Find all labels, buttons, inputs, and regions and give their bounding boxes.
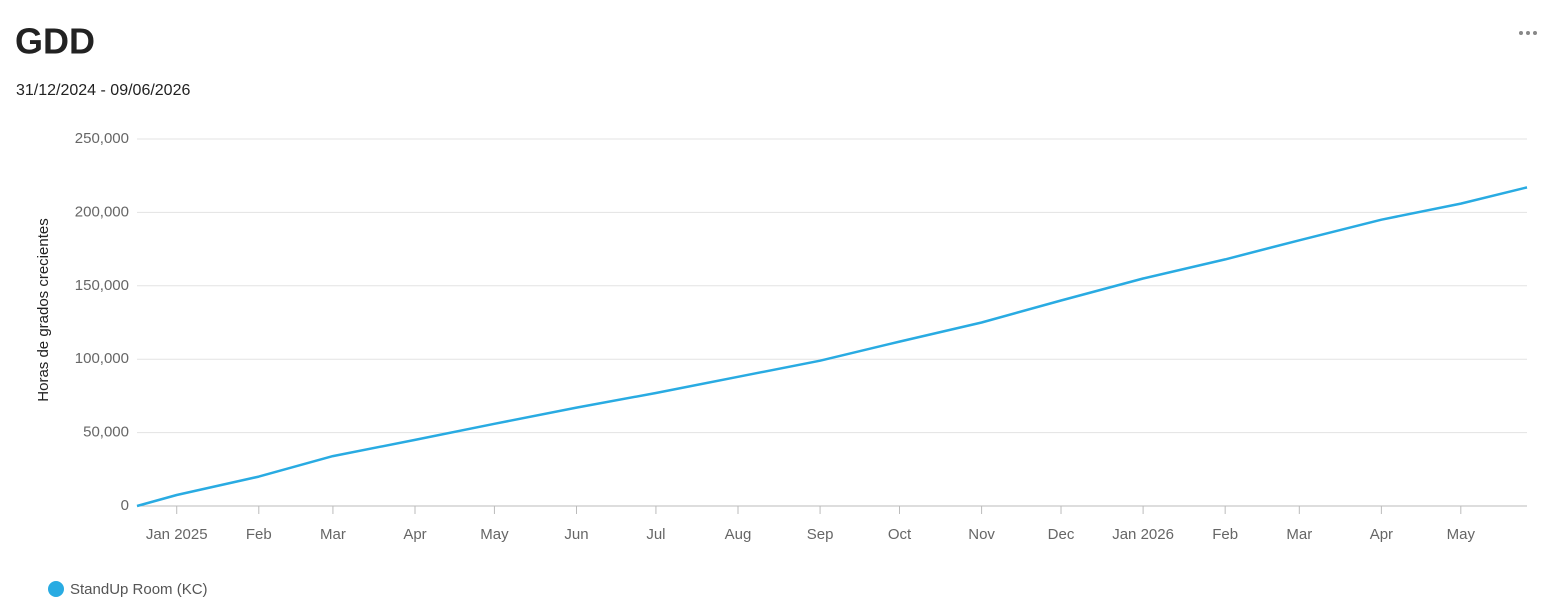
legend-label[interactable]: StandUp Room (KC) bbox=[70, 581, 208, 598]
x-tick-label: Jan 2026 bbox=[1112, 526, 1174, 543]
x-tick-label: Feb bbox=[1212, 526, 1238, 543]
x-tick-label: May bbox=[480, 526, 509, 543]
menu-button[interactable] bbox=[1519, 31, 1537, 35]
y-axis-label: Horas de grados crecientes bbox=[35, 218, 52, 401]
x-tick-label: Dec bbox=[1048, 526, 1075, 543]
x-tick-label: Oct bbox=[888, 526, 912, 543]
x-tick-label: Nov bbox=[968, 526, 995, 543]
y-tick-label: 50,000 bbox=[83, 424, 129, 441]
chart-title: GDD bbox=[15, 21, 95, 62]
x-tick-label: Jul bbox=[646, 526, 665, 543]
y-tick-label: 150,000 bbox=[75, 277, 129, 294]
y-tick-label: 200,000 bbox=[75, 203, 129, 220]
chart-subtitle: 31/12/2024 - 09/06/2026 bbox=[16, 82, 190, 99]
y-tick-label: 100,000 bbox=[75, 350, 129, 367]
y-tick-label: 0 bbox=[121, 497, 129, 514]
x-tick-label: Apr bbox=[403, 526, 426, 543]
y-tick-label: 250,000 bbox=[75, 130, 129, 147]
x-tick-label: Jun bbox=[564, 526, 588, 543]
legend-marker bbox=[48, 581, 64, 597]
x-tick-label: Mar bbox=[1286, 526, 1312, 543]
x-tick-label: Sep bbox=[807, 526, 834, 543]
x-tick-label: Jan 2025 bbox=[146, 526, 208, 543]
x-tick-label: Feb bbox=[246, 526, 272, 543]
x-tick-label: May bbox=[1447, 526, 1476, 543]
data-line bbox=[136, 186, 1528, 508]
x-tick-label: Mar bbox=[320, 526, 346, 543]
x-tick-label: Aug bbox=[725, 526, 752, 543]
x-tick-label: Apr bbox=[1370, 526, 1393, 543]
